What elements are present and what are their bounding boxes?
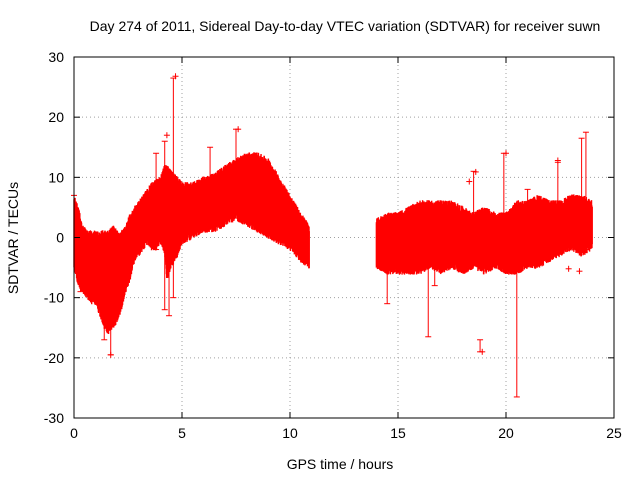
data-point — [576, 268, 583, 275]
data-point — [554, 157, 561, 164]
data-point — [107, 351, 114, 358]
y-tick-label: 10 — [48, 169, 64, 185]
y-tick-label: -30 — [44, 410, 64, 426]
x-tick-label: 5 — [178, 425, 186, 441]
data-point — [503, 150, 509, 157]
data-point — [163, 132, 170, 139]
data-point — [472, 168, 479, 175]
data-point — [235, 126, 242, 133]
data-point — [479, 348, 486, 355]
chart-title: Day 274 of 2011, Sidereal Day-to-day VTE… — [90, 18, 601, 34]
y-tick-label: 0 — [56, 230, 64, 246]
x-tick-label: 25 — [606, 425, 622, 441]
y-tick-label: 30 — [48, 49, 64, 65]
data-point — [172, 73, 179, 80]
x-axis-label: GPS time / hours — [287, 456, 394, 472]
x-tick-label: 20 — [498, 425, 514, 441]
y-tick-label: -20 — [44, 350, 64, 366]
y-axis-label: SDTVAR / TECUs — [5, 182, 21, 294]
data-points — [71, 73, 593, 398]
axis-ticks: 0 5 10 15 20 25 -30 -20 -10 0 10 20 30 — [44, 49, 622, 441]
data-point — [466, 178, 473, 185]
x-tick-label: 0 — [70, 425, 78, 441]
x-tick-label: 10 — [282, 425, 298, 441]
x-tick-label: 15 — [390, 425, 406, 441]
data-point — [565, 265, 572, 272]
y-tick-label: -10 — [44, 290, 64, 306]
y-tick-label: 20 — [48, 109, 64, 125]
